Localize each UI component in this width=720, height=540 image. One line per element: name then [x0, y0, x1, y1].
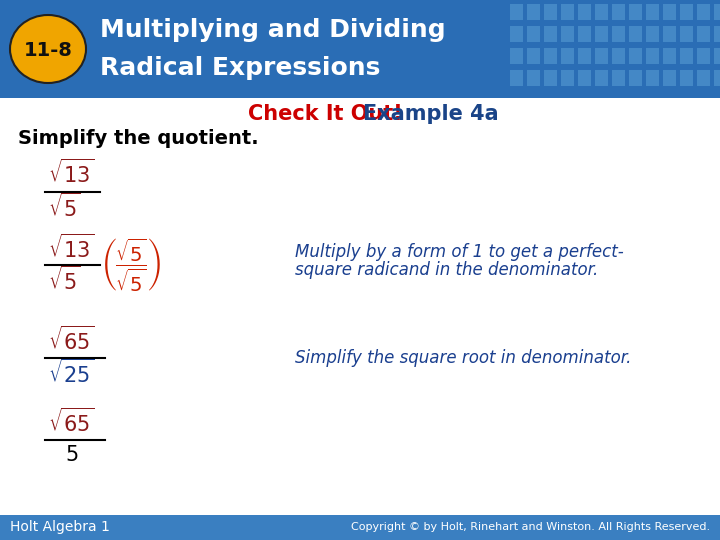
Bar: [680, 70, 693, 86]
Text: $\sqrt{5}$: $\sqrt{5}$: [48, 193, 81, 221]
Bar: [0, 0, 720, 98]
Bar: [629, 4, 642, 20]
Bar: [629, 26, 642, 42]
Bar: [697, 4, 710, 20]
Text: $\sqrt{65}$: $\sqrt{65}$: [48, 408, 94, 436]
Bar: [646, 4, 659, 20]
Bar: [561, 48, 574, 64]
Text: Holt Algebra 1: Holt Algebra 1: [10, 520, 110, 534]
Bar: [561, 4, 574, 20]
Ellipse shape: [10, 15, 86, 83]
Text: $\sqrt{25}$: $\sqrt{25}$: [48, 359, 94, 387]
Bar: [578, 48, 591, 64]
Bar: [629, 48, 642, 64]
Bar: [527, 4, 540, 20]
Bar: [714, 48, 720, 64]
Bar: [663, 26, 676, 42]
Bar: [578, 26, 591, 42]
Text: Simplify the square root in denominator.: Simplify the square root in denominator.: [295, 349, 631, 367]
Bar: [544, 26, 557, 42]
Bar: [578, 4, 591, 20]
Bar: [561, 70, 574, 86]
Bar: [680, 48, 693, 64]
Bar: [595, 48, 608, 64]
Bar: [646, 26, 659, 42]
Bar: [527, 26, 540, 42]
Bar: [697, 70, 710, 86]
Bar: [595, 26, 608, 42]
Bar: [544, 70, 557, 86]
Text: $\sqrt{5}$: $\sqrt{5}$: [48, 266, 81, 294]
Text: Example 4a: Example 4a: [363, 104, 499, 124]
Bar: [714, 26, 720, 42]
Bar: [0, 515, 720, 540]
Bar: [714, 4, 720, 20]
Text: Multiplying and Dividing: Multiplying and Dividing: [100, 18, 446, 42]
Text: square radicand in the denominator.: square radicand in the denominator.: [295, 261, 598, 279]
Bar: [612, 48, 625, 64]
Bar: [510, 70, 523, 86]
Bar: [680, 26, 693, 42]
Bar: [595, 70, 608, 86]
Text: Copyright © by Holt, Rinehart and Winston. All Rights Reserved.: Copyright © by Holt, Rinehart and Winsto…: [351, 522, 710, 532]
Text: $\sqrt{13}$: $\sqrt{13}$: [48, 234, 94, 262]
Bar: [510, 48, 523, 64]
Text: $\sqrt{65}$: $\sqrt{65}$: [48, 326, 94, 354]
Bar: [527, 70, 540, 86]
Text: $5$: $5$: [66, 445, 78, 465]
Bar: [544, 4, 557, 20]
Bar: [697, 48, 710, 64]
Text: 11-8: 11-8: [24, 42, 73, 60]
Bar: [527, 48, 540, 64]
Bar: [663, 4, 676, 20]
Text: $\left(\dfrac{\sqrt{5}}{\sqrt{5}}\right)$: $\left(\dfrac{\sqrt{5}}{\sqrt{5}}\right)…: [102, 237, 161, 294]
Bar: [510, 26, 523, 42]
Text: Simplify the quotient.: Simplify the quotient.: [18, 129, 258, 147]
Bar: [697, 26, 710, 42]
Bar: [578, 70, 591, 86]
Bar: [714, 70, 720, 86]
Bar: [663, 48, 676, 64]
Bar: [612, 4, 625, 20]
Text: Check It Out!: Check It Out!: [248, 104, 402, 124]
Bar: [544, 48, 557, 64]
Bar: [561, 26, 574, 42]
Bar: [646, 70, 659, 86]
Text: Radical Expressions: Radical Expressions: [100, 56, 380, 80]
Bar: [646, 48, 659, 64]
Text: Multiply by a form of 1 to get a perfect-: Multiply by a form of 1 to get a perfect…: [295, 243, 624, 261]
Bar: [510, 4, 523, 20]
Bar: [663, 70, 676, 86]
Bar: [612, 70, 625, 86]
Bar: [595, 4, 608, 20]
Bar: [612, 26, 625, 42]
Bar: [629, 70, 642, 86]
Bar: [680, 4, 693, 20]
Text: $\sqrt{13}$: $\sqrt{13}$: [48, 159, 94, 187]
